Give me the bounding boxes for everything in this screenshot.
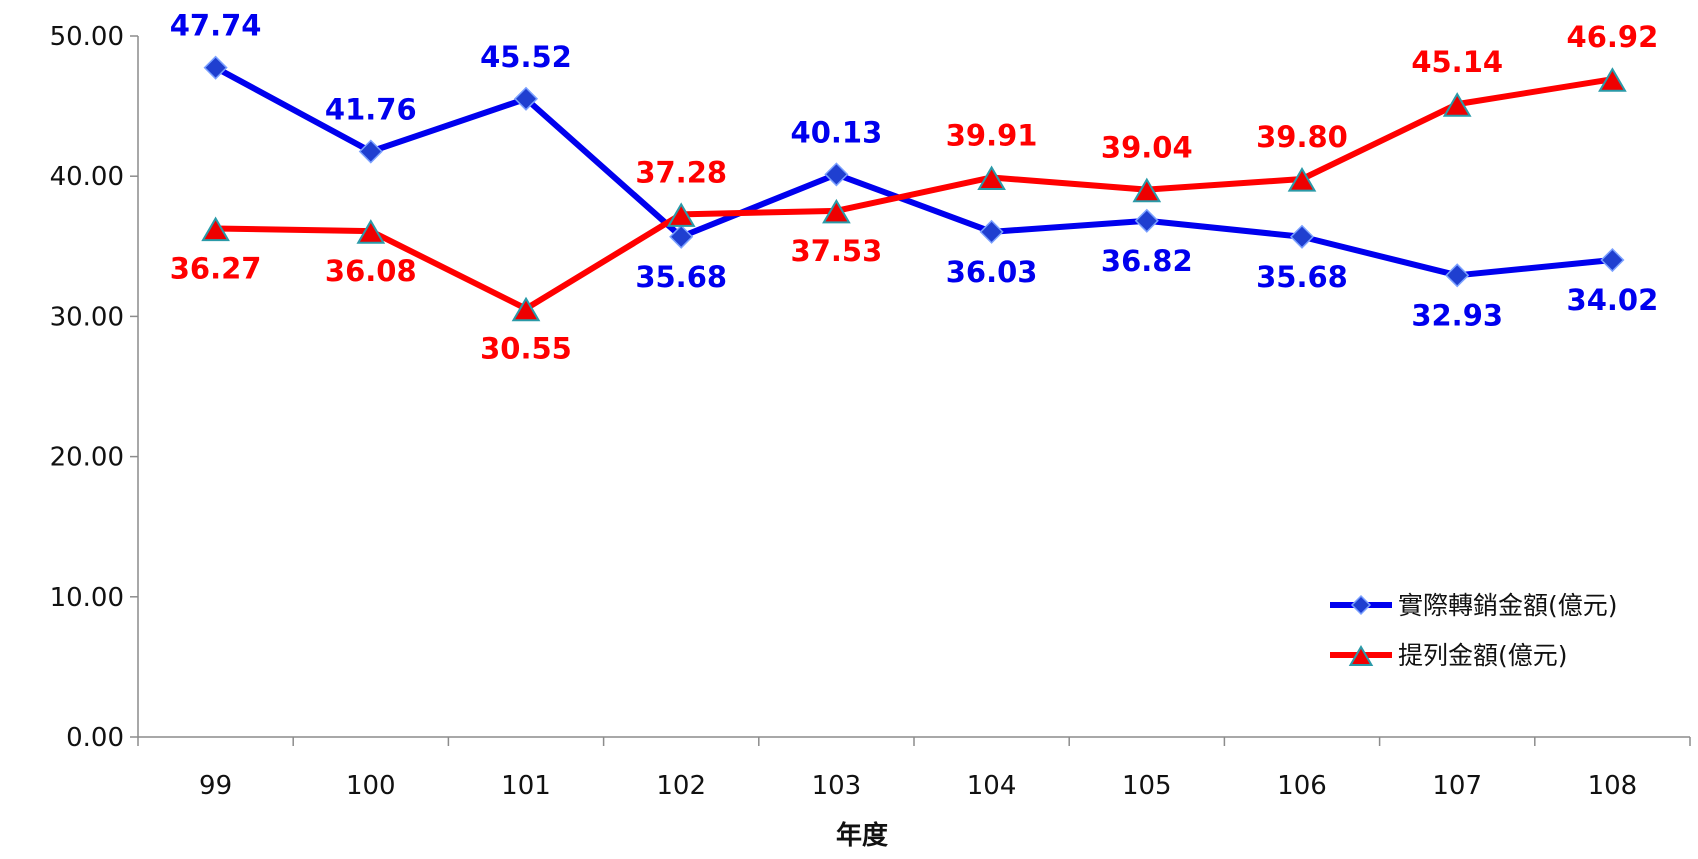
series-line-1	[214, 65, 1613, 279]
diamond-marker	[979, 219, 1004, 244]
triangle-marker	[356, 219, 386, 244]
data-label: 45.14	[1411, 45, 1503, 79]
x-tick-label: 104	[967, 771, 1017, 801]
diamond-marker	[1350, 594, 1372, 616]
diamond-marker	[513, 86, 539, 111]
diamond-marker	[358, 139, 383, 164]
diamond-marker	[824, 162, 849, 187]
diamond-marker	[1600, 247, 1625, 273]
data-label: 41.76	[325, 93, 417, 127]
data-label: 39.80	[1256, 120, 1348, 154]
y-tick-label: 30.00	[50, 302, 124, 332]
triangle-marker	[1598, 67, 1627, 92]
y-axis-ticks: 0.00 10.00 20.00 30.00 40.00 50.00	[50, 22, 138, 753]
data-label: 45.52	[480, 40, 572, 74]
legend-label: 實際轉銷金額(億元)	[1398, 591, 1618, 620]
data-label: 39.04	[1101, 131, 1193, 165]
diamond-marker	[1445, 263, 1470, 288]
x-tick-label: 100	[346, 771, 396, 801]
data-label: 37.53	[791, 234, 883, 268]
legend-label: 提列金額(億元)	[1398, 641, 1568, 670]
triangle-marker	[977, 165, 1006, 191]
triangle-marker	[201, 216, 230, 242]
series-lines	[214, 65, 1613, 312]
x-tick-label: 105	[1122, 771, 1172, 801]
data-label: 36.82	[1101, 244, 1193, 278]
x-tick-label: 101	[501, 771, 551, 801]
triangle-marker	[1132, 177, 1162, 203]
x-tick-label: 107	[1432, 771, 1482, 801]
triangle-marker	[666, 202, 696, 227]
data-label: 35.68	[635, 260, 727, 294]
triangle-marker	[822, 198, 851, 224]
y-tick-label: 50.00	[50, 22, 124, 52]
triangle-marker	[1348, 645, 1374, 666]
diamond-marker	[669, 224, 694, 249]
data-label: 39.91	[946, 118, 1038, 152]
series-line-2	[215, 76, 1613, 312]
triangle-marker	[1442, 92, 1472, 117]
series-markers	[201, 55, 1627, 322]
y-tick-label: 20.00	[50, 443, 124, 473]
chart-legend: 實際轉銷金額(億元) 提列金額(億元)	[1330, 591, 1618, 670]
x-axis-ticks: 99 100 101 102 103 104 105 106 107 108	[137, 737, 1691, 801]
y-tick-label: 40.00	[50, 162, 124, 192]
data-label: 30.55	[480, 332, 572, 366]
x-tick-label: 99	[199, 771, 232, 801]
data-labels: 47.74 41.76 45.52 35.68 40.13 36.03 36.82 35.68…	[170, 9, 1659, 366]
data-label: 47.74	[170, 9, 262, 43]
diamond-marker	[203, 55, 228, 80]
data-label: 40.13	[791, 115, 883, 149]
y-tick-label: 10.00	[50, 583, 124, 613]
data-label: 32.93	[1411, 298, 1503, 332]
x-tick-label: 106	[1277, 771, 1327, 801]
data-label: 37.28	[635, 155, 727, 189]
diamond-marker	[1134, 208, 1159, 233]
triangle-marker	[511, 296, 541, 322]
data-label: 36.08	[325, 254, 417, 288]
x-tick-label: 102	[656, 771, 706, 801]
x-tick-label: 108	[1588, 771, 1638, 801]
data-label: 35.68	[1256, 260, 1348, 294]
x-tick-label: 103	[812, 771, 862, 801]
data-label: 34.02	[1567, 283, 1659, 317]
data-label: 46.92	[1567, 20, 1659, 54]
data-label: 36.03	[946, 255, 1038, 289]
y-tick-label: 0.00	[66, 723, 124, 753]
data-label: 36.27	[170, 251, 262, 285]
triangle-marker	[1287, 167, 1317, 192]
diamond-marker	[1289, 224, 1315, 249]
x-axis-title: 年度	[836, 820, 888, 851]
